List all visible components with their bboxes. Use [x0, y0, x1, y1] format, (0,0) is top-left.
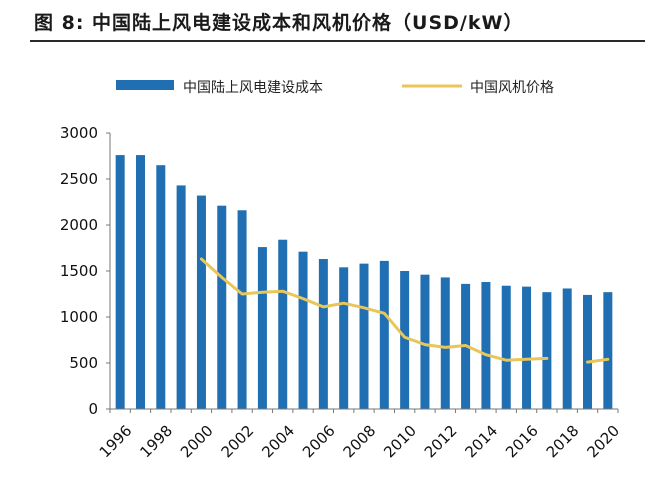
- x-tick-label: 1996: [96, 422, 136, 462]
- price-point-2000: [200, 258, 203, 260]
- y-tick-label: 1500: [60, 262, 98, 280]
- price-point-2002: [241, 293, 243, 295]
- bar-2014: [481, 282, 491, 409]
- x-tick-label: 1998: [136, 422, 176, 462]
- price-point-2015: [505, 359, 508, 362]
- title-rule: [30, 40, 645, 42]
- y-tick-label: 2000: [60, 216, 98, 234]
- bar-2008: [359, 263, 369, 409]
- price-point-2016: [525, 358, 528, 361]
- x-tick-label: 2008: [340, 422, 380, 462]
- x-tick-label: 2014: [462, 422, 502, 462]
- bar-1999: [176, 185, 186, 409]
- price-point-2008: [363, 307, 365, 309]
- price-point-2019: [586, 361, 589, 363]
- legend-bar-label: 中国陆上风电建设成本: [183, 80, 323, 96]
- x-tick-label: 2020: [583, 422, 623, 462]
- price-point-2014: [485, 353, 487, 356]
- bar-2012: [440, 277, 450, 409]
- x-tick-label: 2018: [543, 422, 583, 462]
- turbine-price-line: [199, 257, 549, 362]
- price-point-2012: [444, 346, 447, 349]
- bar-1997: [135, 155, 145, 409]
- price-point-2013: [464, 344, 467, 347]
- legend: 中国陆上风电建设成本 中国风机价格: [116, 80, 554, 96]
- price-point-2006: [322, 306, 325, 308]
- bar-series: [115, 155, 613, 409]
- figure-title: 图 8: 中国陆上风电建设成本和风机价格（USD/kW）: [34, 12, 524, 34]
- bar-2004: [278, 239, 288, 409]
- bar-1996: [115, 155, 125, 409]
- y-tick-label: 2500: [60, 170, 98, 188]
- price-point-2005: [302, 297, 304, 300]
- legend-bar-swatch: [116, 80, 174, 90]
- price-point-2010: [403, 336, 406, 339]
- bar-2006: [318, 259, 328, 409]
- bar-2001: [217, 205, 227, 409]
- y-tick-label: 3000: [60, 124, 98, 142]
- x-tick-label: 2000: [177, 422, 217, 462]
- y-axis: 0 500 1000 1500 2000 2500 3000: [60, 124, 111, 418]
- bar-2017: [542, 292, 552, 409]
- bar-2016: [522, 286, 532, 409]
- x-tick-label: 2010: [380, 422, 420, 462]
- price-point-2001: [220, 276, 223, 279]
- turbine-price-line: [586, 357, 610, 364]
- x-tick-label: 2006: [299, 422, 339, 462]
- price-point-2011: [424, 343, 426, 346]
- x-tick-label: 2004: [258, 422, 298, 462]
- bar-2005: [298, 251, 308, 409]
- bar-2015: [501, 285, 511, 409]
- legend-line-label: 中国风机价格: [470, 80, 554, 96]
- bar-2007: [339, 267, 349, 409]
- line-series: [199, 257, 610, 364]
- bar-2020: [603, 292, 613, 409]
- bar-2018: [562, 288, 572, 409]
- price-point-2017: [546, 357, 548, 360]
- y-tick-label: 0: [88, 400, 98, 418]
- bar-2010: [400, 271, 410, 409]
- y-tick-label: 500: [69, 354, 98, 372]
- x-tick-label: 2002: [218, 422, 258, 462]
- price-point-2009: [383, 312, 386, 315]
- price-point-2020: [607, 358, 609, 361]
- x-tick-label: 2012: [421, 422, 461, 462]
- bar-2000: [196, 195, 206, 409]
- y-tick-label: 1000: [60, 308, 98, 326]
- bar-2009: [379, 260, 389, 409]
- price-point-2004: [281, 290, 284, 293]
- price-point-2007: [342, 302, 345, 305]
- x-axis: 1996 1998 2000 2002 2004 2006 2008 2010 2012 2014…: [96, 408, 623, 462]
- bar-2003: [257, 247, 267, 409]
- bar-2002: [237, 210, 247, 409]
- price-point-2003: [261, 291, 264, 293]
- bar-1998: [156, 165, 166, 409]
- bar-2011: [420, 274, 430, 409]
- bar-2019: [583, 294, 593, 409]
- x-tick-label: 2016: [502, 422, 542, 462]
